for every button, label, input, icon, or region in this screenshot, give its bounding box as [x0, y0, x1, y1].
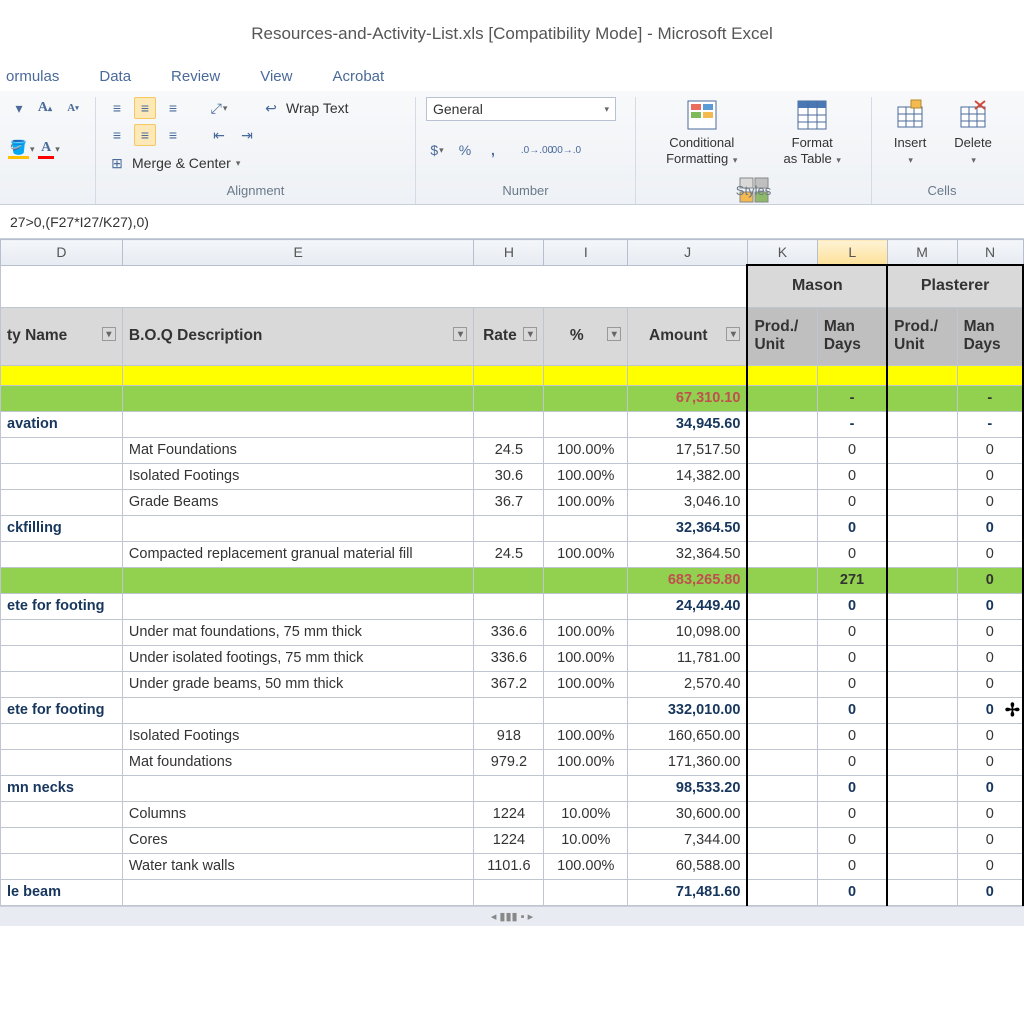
table-row[interactable]: Under isolated footings, 75 mm thick336.…	[1, 645, 1024, 671]
horizontal-scrollbar[interactable]: ◂ ▮▮▮ ▪ ▸	[0, 906, 1024, 926]
ribbon: ▾ A▴ A▾ 🪣▾ A▾ ≡ ≡ ≡ ⤢▾ ↩Wrap Text ≡	[0, 91, 1024, 205]
col-M[interactable]: M	[887, 240, 957, 266]
ribbon-tabs: ormulas Data Review View Acrobat	[0, 68, 1024, 91]
table-row[interactable]: 67,310.10--	[1, 385, 1024, 411]
tab-formulas[interactable]: ormulas	[6, 68, 59, 85]
yellow-separator	[1, 365, 1024, 385]
filter-icon[interactable]: ▾	[102, 327, 116, 341]
col-D[interactable]: D	[1, 240, 123, 266]
increase-indent-icon[interactable]: ⇥	[236, 124, 258, 146]
col-J[interactable]: J	[628, 240, 748, 266]
percent-format-icon[interactable]: %	[454, 139, 476, 161]
align-bottom-icon[interactable]: ≡	[162, 97, 184, 119]
font-size-down-icon[interactable]: ▾	[10, 97, 28, 119]
table-row[interactable]: ete for footing332,010.0000✢	[1, 697, 1024, 723]
delete-button[interactable]: Delete▾	[948, 97, 998, 166]
filter-icon[interactable]: ▾	[453, 327, 467, 341]
activity-name-header: ty Name▾	[1, 307, 123, 365]
tab-data[interactable]: Data	[99, 68, 131, 85]
format-as-table-icon	[794, 97, 830, 133]
conditional-formatting-button[interactable]: ConditionalFormatting ▾	[660, 97, 743, 166]
table-row[interactable]: Mat Foundations24.5100.00%17,517.5000	[1, 437, 1024, 463]
table-row[interactable]: Mat foundations979.2100.00%171,360.0000	[1, 749, 1024, 775]
wrap-text-icon: ↩	[260, 97, 282, 119]
table-row[interactable]: ete for footing24,449.4000	[1, 593, 1024, 619]
insert-icon	[892, 97, 928, 133]
plasterer-prod-header: Prod./Unit	[887, 307, 957, 365]
increase-decimal-icon[interactable]: .0→.00	[526, 139, 548, 161]
column-headers[interactable]: D E H I J K L M N	[1, 240, 1024, 266]
filter-icon[interactable]: ▾	[726, 327, 740, 341]
table-row[interactable]: Isolated Footings918100.00%160,650.0000	[1, 723, 1024, 749]
merge-icon: ⊞	[106, 152, 128, 174]
mason-days-header: ManDays	[817, 307, 887, 365]
plasterer-days-header: ManDays	[957, 307, 1023, 365]
filter-icon[interactable]: ▾	[607, 327, 621, 341]
filter-icon[interactable]: ▾	[523, 327, 537, 341]
plasterer-header: Plasterer	[887, 265, 1023, 307]
tab-view[interactable]: View	[260, 68, 292, 85]
table-row[interactable]: Under grade beams, 50 mm thick367.2100.0…	[1, 671, 1024, 697]
table-row[interactable]: 683,265.802710	[1, 567, 1024, 593]
table-row[interactable]: Isolated Footings30.6100.00%14,382.0000	[1, 463, 1024, 489]
merge-center-button[interactable]: ⊞Merge & Center▾	[106, 152, 240, 174]
boq-header: B.O.Q Description▾	[122, 307, 474, 365]
increase-font-icon[interactable]: A▴	[34, 97, 56, 119]
table-row[interactable]: Grade Beams36.7100.00%3,046.1000	[1, 489, 1024, 515]
cells-group-label: Cells	[882, 179, 1002, 204]
align-middle-icon[interactable]: ≡	[134, 97, 156, 119]
mason-header: Mason	[747, 265, 887, 307]
table-row[interactable]: Cores122410.00%7,344.0000	[1, 827, 1024, 853]
table-row[interactable]: ckfilling32,364.5000	[1, 515, 1024, 541]
window-title: Resources-and-Activity-List.xls [Compati…	[251, 24, 772, 44]
font-color-icon[interactable]: A▾	[38, 138, 60, 160]
comma-format-icon[interactable]: ,	[482, 139, 504, 161]
tab-review[interactable]: Review	[171, 68, 220, 85]
number-group-label: Number	[426, 179, 625, 204]
table-row[interactable]: Under mat foundations, 75 mm thick336.61…	[1, 619, 1024, 645]
col-H[interactable]: H	[474, 240, 544, 266]
amount-header: Amount▾	[628, 307, 748, 365]
table-row[interactable]: Water tank walls1101.6100.00%60,588.0000	[1, 853, 1024, 879]
format-as-table-button[interactable]: Formatas Table ▾	[778, 97, 847, 166]
decrease-indent-icon[interactable]: ⇤	[208, 124, 230, 146]
spreadsheet-grid[interactable]: D E H I J K L M N Mason Plasterer ty Nam…	[0, 239, 1024, 906]
col-L[interactable]: L	[817, 240, 887, 266]
mason-prod-header: Prod./Unit	[747, 307, 817, 365]
table-row[interactable]: Columns122410.00%30,600.0000	[1, 801, 1024, 827]
pct-header: %▾	[544, 307, 628, 365]
alignment-group-label: Alignment	[106, 179, 405, 204]
delete-icon	[955, 97, 991, 133]
wrap-text-button[interactable]: ↩Wrap Text	[260, 97, 349, 119]
align-top-icon[interactable]: ≡	[106, 97, 128, 119]
align-left-icon[interactable]: ≡	[106, 124, 128, 146]
fill-color-icon[interactable]: 🪣▾	[10, 138, 32, 160]
decrease-font-icon[interactable]: A▾	[62, 97, 84, 119]
table-row[interactable]: mn necks98,533.2000	[1, 775, 1024, 801]
col-K[interactable]: K	[747, 240, 817, 266]
align-right-icon[interactable]: ≡	[162, 124, 184, 146]
orientation-icon[interactable]: ⤢▾	[208, 97, 230, 119]
col-E[interactable]: E	[122, 240, 474, 266]
col-N[interactable]: N	[957, 240, 1023, 266]
conditional-formatting-icon	[684, 97, 720, 133]
col-I[interactable]: I	[544, 240, 628, 266]
align-center-icon[interactable]: ≡	[134, 124, 156, 146]
title-bar: Resources-and-Activity-List.xls [Compati…	[0, 0, 1024, 68]
styles-group-label: Styles	[646, 179, 861, 204]
tab-acrobat[interactable]: Acrobat	[332, 68, 384, 85]
decrease-decimal-icon[interactable]: .00→.0	[554, 139, 576, 161]
rate-header: Rate▾	[474, 307, 544, 365]
table-row[interactable]: Compacted replacement granual material f…	[1, 541, 1024, 567]
number-format-combo[interactable]: General▾	[426, 97, 616, 121]
accounting-format-icon[interactable]: $▾	[426, 139, 448, 161]
table-row[interactable]: le beam71,481.6000	[1, 879, 1024, 905]
table-row[interactable]: avation34,945.60--	[1, 411, 1024, 437]
formula-text: 27>0,(F27*I27/K27),0)	[10, 214, 149, 230]
insert-button[interactable]: Insert▾	[886, 97, 934, 166]
formula-bar[interactable]: 27>0,(F27*I27/K27),0)	[0, 205, 1024, 239]
